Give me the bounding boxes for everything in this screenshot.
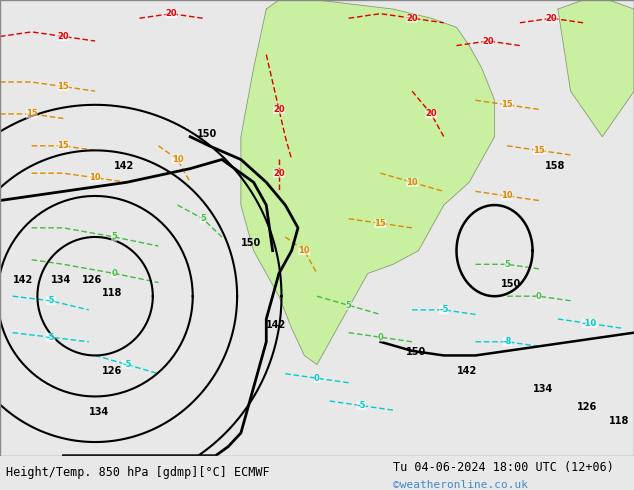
- Text: 118: 118: [609, 416, 629, 426]
- Text: 10: 10: [406, 178, 418, 187]
- Text: 20: 20: [406, 14, 418, 23]
- Text: 134: 134: [51, 274, 71, 285]
- Text: 0: 0: [536, 292, 542, 301]
- Text: 134: 134: [533, 384, 553, 394]
- Text: 15: 15: [58, 141, 69, 150]
- Text: 5: 5: [346, 301, 352, 310]
- Text: 20: 20: [58, 32, 69, 41]
- Text: 10: 10: [299, 246, 310, 255]
- Text: 15: 15: [533, 146, 545, 155]
- Text: 0: 0: [111, 269, 117, 278]
- Text: 150: 150: [406, 347, 426, 357]
- Text: 20: 20: [482, 37, 494, 46]
- Text: 15: 15: [501, 100, 513, 109]
- Text: 142: 142: [114, 161, 134, 171]
- Text: 20: 20: [546, 14, 557, 23]
- Text: 20: 20: [273, 105, 285, 114]
- Text: 134: 134: [89, 407, 109, 416]
- Text: 5: 5: [111, 232, 117, 242]
- Text: 126: 126: [577, 402, 597, 412]
- Text: 5: 5: [200, 214, 206, 223]
- Text: 150: 150: [241, 238, 261, 248]
- Text: Tu 04-06-2024 18:00 UTC (12+06): Tu 04-06-2024 18:00 UTC (12+06): [393, 461, 614, 474]
- Text: 15: 15: [26, 109, 37, 119]
- Text: 118: 118: [101, 288, 122, 298]
- Text: -5: -5: [122, 360, 131, 369]
- Text: 142: 142: [266, 320, 287, 330]
- Text: -8: -8: [503, 337, 512, 346]
- Text: 150: 150: [197, 129, 217, 139]
- Text: 5: 5: [504, 260, 510, 269]
- Text: 142: 142: [13, 274, 33, 285]
- Text: -5: -5: [439, 305, 448, 315]
- Text: 0: 0: [314, 374, 320, 383]
- Text: 142: 142: [456, 366, 477, 376]
- Text: -5: -5: [46, 333, 55, 342]
- Polygon shape: [266, 0, 317, 23]
- Text: 20: 20: [273, 169, 285, 178]
- Text: -5: -5: [46, 296, 55, 305]
- Text: 126: 126: [82, 274, 103, 285]
- Text: 20: 20: [165, 9, 177, 18]
- Text: Height/Temp. 850 hPa [gdmp][°C] ECMWF: Height/Temp. 850 hPa [gdmp][°C] ECMWF: [6, 466, 270, 479]
- Polygon shape: [241, 0, 495, 365]
- Text: 158: 158: [545, 161, 566, 171]
- Text: 0: 0: [377, 333, 384, 342]
- Text: -10: -10: [582, 319, 597, 328]
- Text: 20: 20: [425, 109, 437, 119]
- Text: 10: 10: [89, 173, 101, 182]
- Text: 10: 10: [501, 192, 513, 200]
- Text: ©weatheronline.co.uk: ©weatheronline.co.uk: [393, 480, 528, 490]
- Polygon shape: [558, 0, 634, 137]
- Text: 10: 10: [172, 155, 183, 164]
- Text: 150: 150: [501, 279, 521, 289]
- Text: 15: 15: [58, 82, 69, 91]
- Text: 15: 15: [375, 219, 386, 228]
- Text: -5: -5: [357, 401, 366, 410]
- Text: 126: 126: [101, 366, 122, 376]
